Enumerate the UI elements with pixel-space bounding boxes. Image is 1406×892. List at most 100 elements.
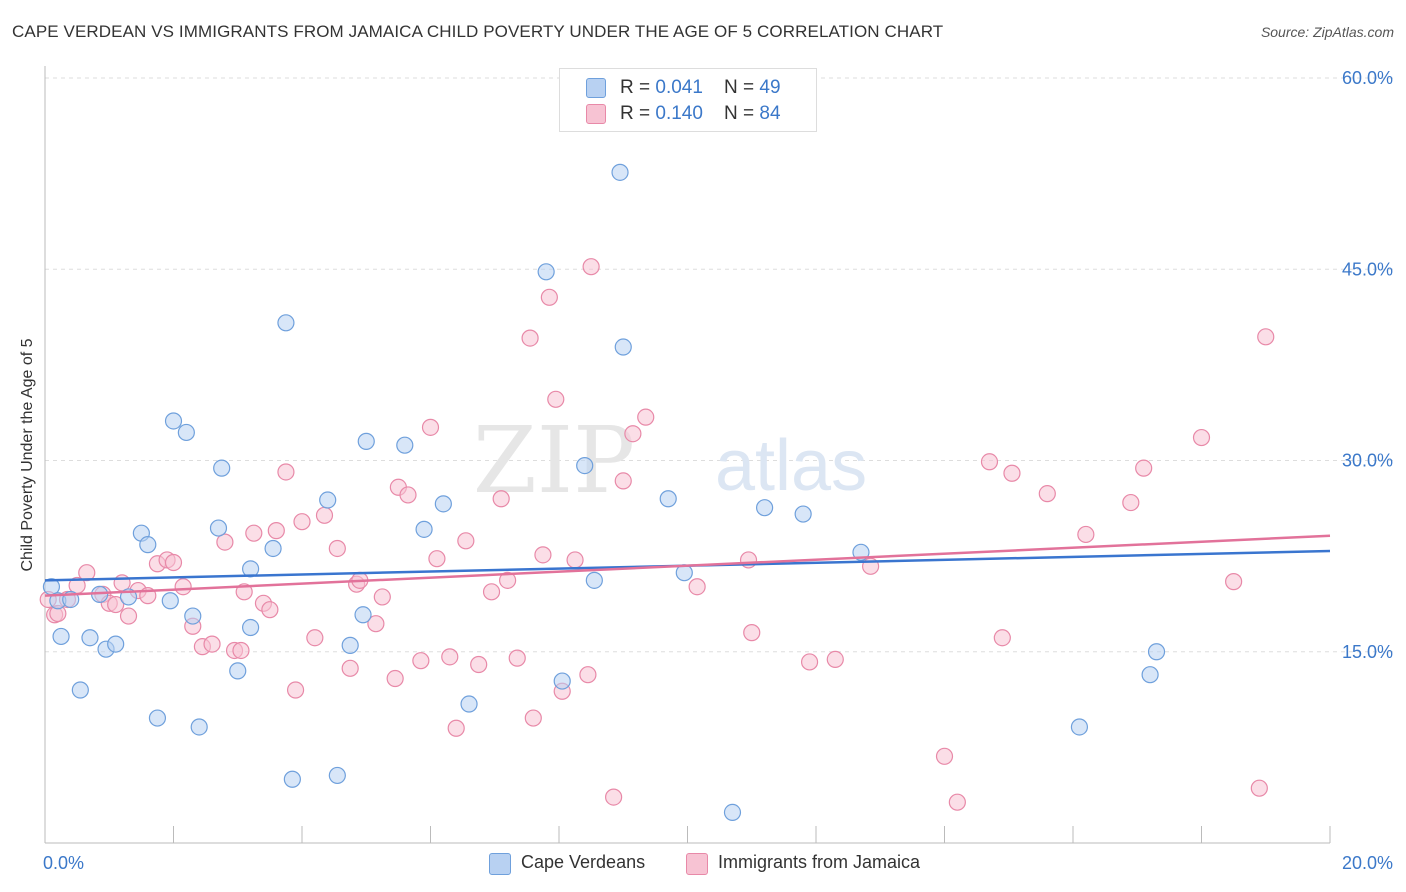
data-point [148, 709, 167, 727]
data-point [659, 490, 677, 508]
data-point [229, 662, 247, 680]
data-point [319, 491, 337, 509]
data-point [174, 578, 192, 596]
chart-title: CAPE VERDEAN VS IMMIGRANTS FROM JAMAICA … [12, 22, 944, 41]
data-point [286, 681, 305, 699]
data-point [980, 453, 999, 471]
y-tick-label: 45.0% [1342, 259, 1393, 279]
data-point [52, 627, 70, 646]
data-point [723, 803, 742, 822]
data-point [242, 618, 260, 637]
data-point [232, 641, 250, 660]
data-point [743, 624, 761, 642]
data-point [216, 533, 234, 551]
data-point [71, 681, 89, 699]
data-point [1250, 779, 1268, 797]
data-point [508, 649, 526, 667]
data-point [460, 695, 478, 713]
data-point [624, 425, 642, 443]
data-point [492, 490, 510, 508]
data-point [341, 636, 359, 654]
data-point [412, 652, 430, 670]
axes [44, 66, 1331, 844]
data-point [354, 606, 372, 624]
data-point [164, 412, 183, 430]
data-point [457, 532, 475, 550]
data-point [614, 338, 632, 356]
data-point [1192, 428, 1211, 447]
data-point [119, 607, 138, 625]
data-point [576, 457, 594, 475]
data-point [283, 770, 301, 788]
data-point [277, 314, 295, 332]
data-point [582, 258, 600, 276]
data-point [1038, 485, 1056, 503]
data-point [367, 615, 385, 633]
data-point [415, 520, 433, 538]
data-point [524, 709, 542, 727]
data-point [614, 472, 632, 490]
trend-line-1 [44, 534, 1331, 597]
data-point [585, 571, 603, 589]
y-tick-label: 15.0% [1342, 642, 1393, 662]
data-point [277, 463, 295, 481]
data-point [399, 486, 417, 504]
data-point [1003, 464, 1021, 482]
stats-text: R = 0.041 N = 49 [620, 77, 781, 98]
data-point [328, 766, 346, 785]
y-tick-label: 60.0% [1342, 68, 1393, 88]
data-point [948, 793, 966, 811]
data-point [235, 583, 253, 601]
data-point [1141, 666, 1159, 684]
data-point [267, 522, 285, 540]
legend-label: Cape Verdeans [521, 852, 646, 872]
data-point [447, 719, 465, 737]
data-point [107, 595, 125, 614]
data-point [441, 648, 459, 666]
data-point [107, 635, 125, 653]
data-point [357, 432, 375, 450]
data-point [434, 495, 452, 513]
data-point [293, 513, 311, 531]
data-point [341, 659, 359, 677]
data-point [373, 588, 391, 606]
legend-swatch-blue [489, 853, 511, 875]
x-tick-label: 0.0% [43, 853, 84, 873]
trend-lines [44, 534, 1331, 597]
data-point [688, 578, 706, 596]
data-point [245, 524, 263, 542]
data-point [540, 288, 558, 306]
data-point [396, 436, 414, 454]
data-point [164, 553, 183, 572]
data-point [81, 629, 99, 647]
data-point [1257, 328, 1275, 346]
data-point [755, 499, 774, 517]
data-point [993, 629, 1011, 647]
data-point [611, 163, 629, 181]
data-point [482, 583, 501, 601]
data-point [203, 635, 221, 653]
watermark-atlas: atlas [715, 426, 867, 506]
data-point [579, 666, 597, 684]
data-point [637, 408, 655, 426]
data-point [177, 423, 195, 442]
data-point [534, 546, 552, 564]
data-point [826, 650, 844, 669]
data-point [566, 551, 584, 569]
data-point [499, 571, 517, 589]
swatch-blue [586, 78, 606, 98]
swatch-pink [586, 104, 606, 124]
data-point [209, 519, 228, 537]
data-point [547, 390, 565, 408]
data-point [421, 418, 440, 436]
data-point [1070, 718, 1089, 736]
data-point [264, 539, 282, 558]
series-jamaica-points [39, 258, 1275, 811]
data-point [1122, 493, 1140, 512]
data-point [213, 459, 231, 477]
data-point [800, 653, 819, 671]
data-point [306, 629, 324, 647]
data-point [184, 607, 202, 625]
data-point [328, 539, 346, 558]
data-point [794, 505, 812, 523]
